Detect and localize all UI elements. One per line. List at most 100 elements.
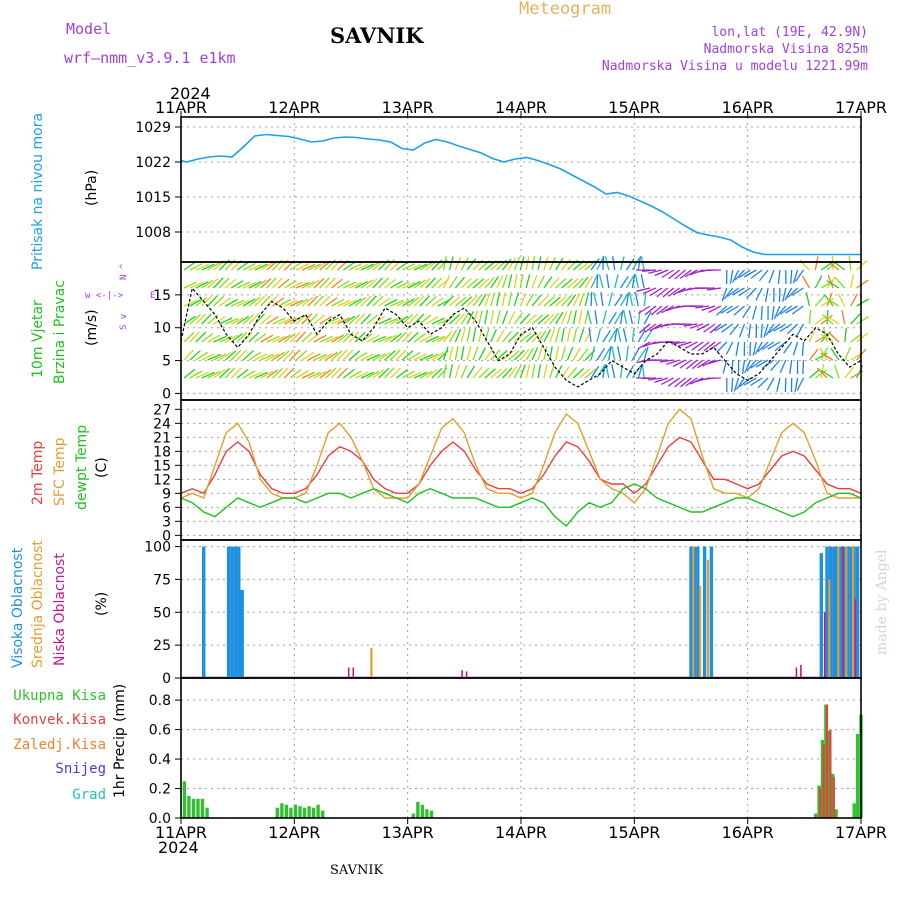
- wind-arrow: [402, 263, 416, 271]
- wind-arrow: [731, 359, 734, 375]
- wind-arrow: [390, 299, 404, 307]
- wind-arrow: [584, 368, 597, 379]
- wind-arrow: [666, 359, 680, 365]
- wind-arrow: [643, 330, 653, 343]
- wind-arrow: [448, 256, 454, 271]
- wind-arrow: [254, 263, 268, 271]
- wind-arrow: [366, 353, 381, 361]
- wind-arrow: [460, 364, 468, 379]
- wind-arrow: [443, 314, 455, 325]
- wind-arrow: [513, 365, 522, 379]
- wind-arrow: [761, 341, 775, 351]
- wind-arrows: [183, 255, 870, 393]
- wind-arrow: [650, 305, 663, 316]
- wind-arrow: [820, 352, 834, 361]
- wind-arrow: [848, 256, 852, 271]
- wind-arrow: [608, 311, 617, 325]
- wind-arrow: [674, 269, 686, 280]
- wind-arrow: [654, 377, 668, 383]
- wind-arrow: [721, 287, 728, 302]
- wind-arrow: [242, 263, 256, 271]
- wind-arrow: [561, 258, 571, 271]
- wind-arrow: [407, 280, 421, 289]
- precip-bar-total: [302, 807, 307, 818]
- wind-arrow: [254, 333, 267, 343]
- y-tick-label: 0: [162, 528, 171, 544]
- cloud-bar-low: [842, 546, 844, 678]
- wind-arrow: [856, 298, 870, 307]
- wind-arrow: [590, 258, 600, 271]
- wind-arrow: [354, 281, 368, 289]
- wind-arrow: [360, 353, 374, 361]
- wind-arrow: [378, 317, 392, 325]
- wind-arrow: [677, 323, 692, 326]
- wind-arrow: [183, 331, 195, 343]
- wind-arrow: [590, 365, 600, 379]
- wind-arrow: [572, 310, 577, 325]
- wind-arrow: [773, 323, 787, 332]
- precip-bar-total: [425, 809, 429, 818]
- cloud-bar-mid: [692, 546, 695, 678]
- wind-arrow: [496, 368, 508, 379]
- cloud-bar-high: [696, 546, 700, 678]
- wind-arrow: [372, 277, 383, 289]
- wind-arrow: [283, 332, 296, 343]
- y-tick-label: 0.0: [149, 811, 171, 827]
- precip-bar-total: [834, 809, 838, 818]
- wind-arrow: [715, 305, 728, 316]
- y-tick-label: 0.6: [149, 723, 171, 739]
- wind-arrow: [578, 328, 585, 343]
- wind-arrow: [501, 292, 506, 307]
- wind-arrow: [372, 295, 384, 307]
- precip-bar-total: [289, 807, 293, 818]
- wind-arrow: [525, 314, 537, 325]
- wind-arrow: [733, 305, 745, 316]
- y-tick-label: 50: [153, 605, 171, 621]
- wind-arrow: [189, 281, 204, 289]
- precip-bar-total: [284, 804, 289, 818]
- wind-arrow: [587, 310, 592, 325]
- wind-arrow: [614, 274, 619, 289]
- precip-bar-total: [814, 813, 818, 818]
- wind-arrow: [207, 353, 221, 361]
- wind-arrow: [248, 313, 259, 325]
- wind-arrow: [708, 305, 722, 313]
- precip-bar-total: [205, 807, 209, 818]
- wind-arrow: [578, 348, 589, 361]
- precip-bar-conv: [825, 704, 829, 818]
- wind-arrow: [792, 269, 799, 284]
- wind-arrow: [612, 256, 616, 271]
- wind-arrow: [743, 269, 757, 278]
- wind-arrow: [207, 295, 218, 307]
- wind-arrow: [566, 294, 577, 307]
- wind-arrow: [337, 332, 349, 343]
- wind-arrow: [236, 315, 250, 325]
- wind-arrow: [496, 310, 501, 325]
- cloud-bar-high: [825, 546, 829, 678]
- precip-bar-total: [200, 798, 205, 818]
- wind-arrow: [748, 323, 752, 338]
- wind-arrow: [594, 310, 598, 325]
- wind-arrow: [449, 313, 461, 325]
- wind-arrow: [348, 281, 363, 289]
- svg-text:S v: S v: [119, 314, 129, 330]
- wind-arrow: [219, 335, 233, 343]
- wind-arrow: [313, 278, 325, 289]
- precip-bar-total: [316, 804, 320, 818]
- wind-arrow: [478, 310, 483, 325]
- compass-rose: w E N ^ S v <-|->: [85, 263, 155, 330]
- wind-arrow: [342, 368, 355, 379]
- wind-arrow: [507, 257, 517, 271]
- wind-arrow: [502, 258, 512, 271]
- wind-label-2: Brzina i Pravac: [52, 280, 68, 384]
- wind-arrow: [672, 359, 686, 367]
- wind-arrow: [722, 359, 728, 374]
- wind-arrow: [254, 353, 268, 361]
- wind-arrow: [272, 335, 286, 343]
- wind-arrow: [625, 275, 635, 289]
- wind-arrow: [750, 269, 763, 279]
- wind-arrow: [525, 256, 530, 271]
- wind-arrow: [826, 298, 840, 307]
- wind-arrow: [230, 333, 243, 343]
- wind-arrow: [224, 367, 236, 379]
